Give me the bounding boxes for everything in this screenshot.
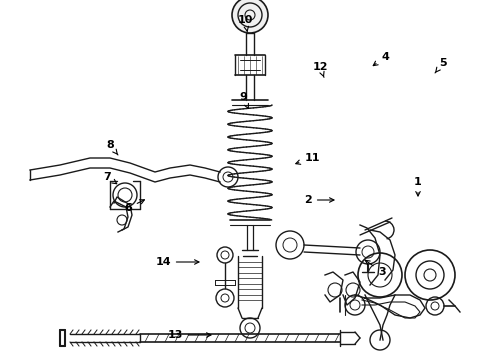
Text: 2: 2 (304, 195, 334, 205)
Text: 12: 12 (312, 62, 328, 77)
Text: 4: 4 (373, 52, 389, 66)
Text: 10: 10 (237, 15, 253, 31)
Text: 8: 8 (106, 140, 118, 155)
Text: 3: 3 (365, 260, 386, 277)
Text: 5: 5 (435, 58, 447, 73)
Text: 11: 11 (296, 153, 320, 164)
Text: 7: 7 (103, 172, 117, 184)
Text: 6: 6 (124, 200, 145, 213)
Text: 1: 1 (414, 177, 422, 196)
Text: 9: 9 (239, 92, 248, 108)
Text: 14: 14 (155, 257, 199, 267)
Circle shape (232, 0, 268, 33)
Text: 13: 13 (167, 330, 211, 340)
